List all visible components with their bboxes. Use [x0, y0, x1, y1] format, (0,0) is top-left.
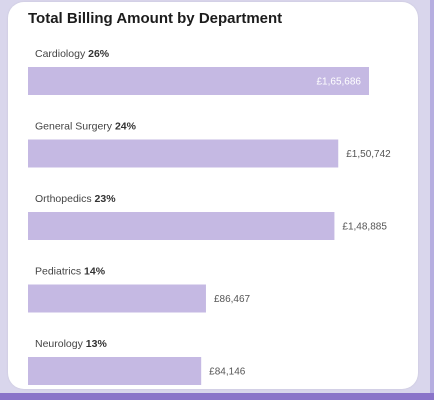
category-label-orthopedics: Orthopedics 23%	[35, 193, 116, 205]
bar-general-surgery[interactable]	[28, 139, 339, 168]
canvas-right-edge	[430, 0, 434, 400]
category-percent: 23%	[95, 193, 117, 205]
value-label-general-surgery: £1,50,742	[346, 149, 391, 160]
category-name: Orthopedics	[35, 193, 95, 205]
category-percent: 26%	[88, 48, 110, 60]
category-label-neurology: Neurology 13%	[35, 338, 107, 350]
category-name: Neurology	[35, 338, 86, 350]
value-label-neurology: £84,146	[209, 367, 246, 378]
category-label-general-surgery: General Surgery 24%	[35, 121, 137, 133]
category-percent: 24%	[115, 121, 137, 133]
category-name: Pediatrics	[35, 266, 84, 278]
value-label-orthopedics: £1,48,885	[342, 222, 387, 233]
bar-neurology[interactable]	[28, 357, 202, 385]
category-label-pediatrics: Pediatrics 14%	[35, 266, 106, 278]
value-label-cardiology: £1,65,686	[317, 77, 362, 88]
category-label-cardiology: Cardiology 26%	[35, 48, 110, 60]
bar-pediatrics[interactable]	[28, 284, 206, 313]
category-percent: 14%	[84, 266, 106, 278]
category-name: Cardiology	[35, 48, 88, 60]
chart-title: Total Billing Amount by Department	[28, 10, 283, 27]
bar-cardiology[interactable]	[28, 67, 369, 95]
value-label-pediatrics: £86,467	[214, 294, 251, 305]
category-name: General Surgery	[35, 121, 115, 133]
category-percent: 13%	[86, 338, 108, 350]
chart-card[interactable]: Total Billing Amount by Department	[8, 2, 418, 389]
canvas-bottom-edge	[0, 393, 434, 400]
bar-orthopedics[interactable]	[28, 212, 335, 240]
